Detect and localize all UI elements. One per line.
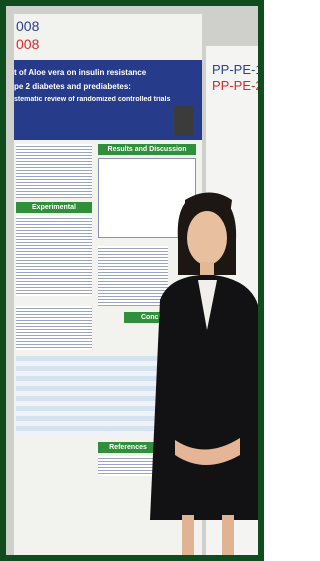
- photo: 008 008 t of Aloe vera on insulin resist…: [0, 0, 264, 561]
- person: [0, 0, 264, 561]
